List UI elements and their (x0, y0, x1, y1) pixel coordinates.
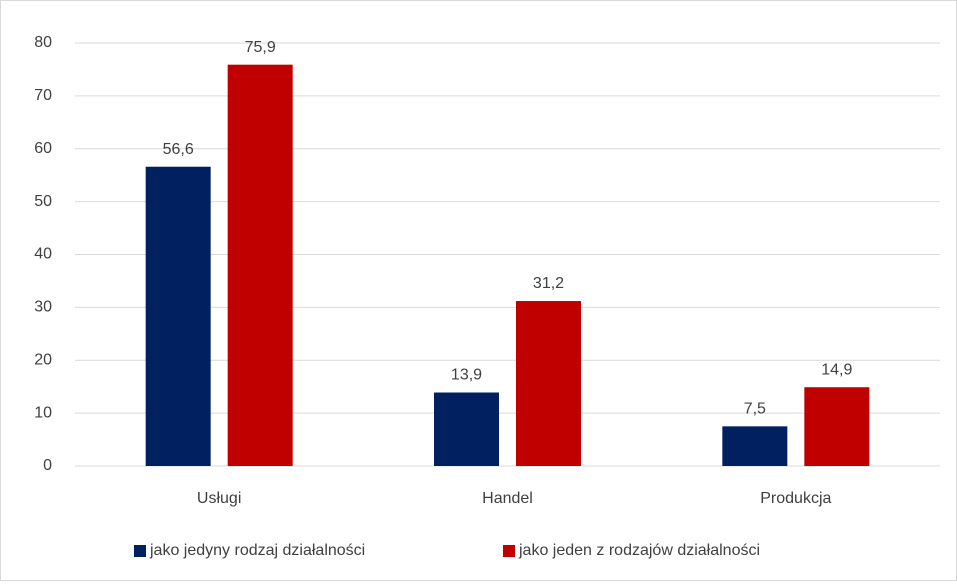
x-tick-label: Produkcja (760, 490, 831, 507)
bar (516, 301, 581, 466)
bar (722, 426, 788, 466)
legend-swatch (134, 545, 146, 557)
bar (145, 166, 211, 467)
y-tick-label: 80 (34, 34, 52, 51)
legend-swatch (503, 545, 515, 557)
y-tick-label: 20 (34, 351, 52, 368)
legend-label: jako jedyny rodzaj działalności (149, 542, 365, 559)
x-tick-label: Handel (482, 490, 533, 507)
y-tick-label: 10 (34, 404, 52, 421)
data-label: 14,9 (821, 361, 852, 378)
bar (804, 387, 870, 466)
x-tick-label: Usługi (197, 490, 241, 507)
y-tick-label: 0 (43, 457, 52, 474)
data-label: 13,9 (451, 367, 482, 384)
y-tick-label: 60 (34, 140, 52, 157)
y-tick-label: 50 (34, 193, 52, 210)
y-tick-label: 40 (34, 246, 52, 263)
bar (227, 64, 293, 467)
bar (434, 392, 499, 466)
data-label: 75,9 (245, 39, 276, 56)
data-label: 31,2 (533, 275, 564, 292)
data-label: 56,6 (163, 141, 194, 158)
legend-label: jako jeden z rodzajów działalności (518, 542, 760, 559)
data-label: 7,5 (744, 401, 766, 418)
y-tick-label: 70 (34, 87, 52, 104)
y-tick-label: 30 (34, 299, 52, 316)
